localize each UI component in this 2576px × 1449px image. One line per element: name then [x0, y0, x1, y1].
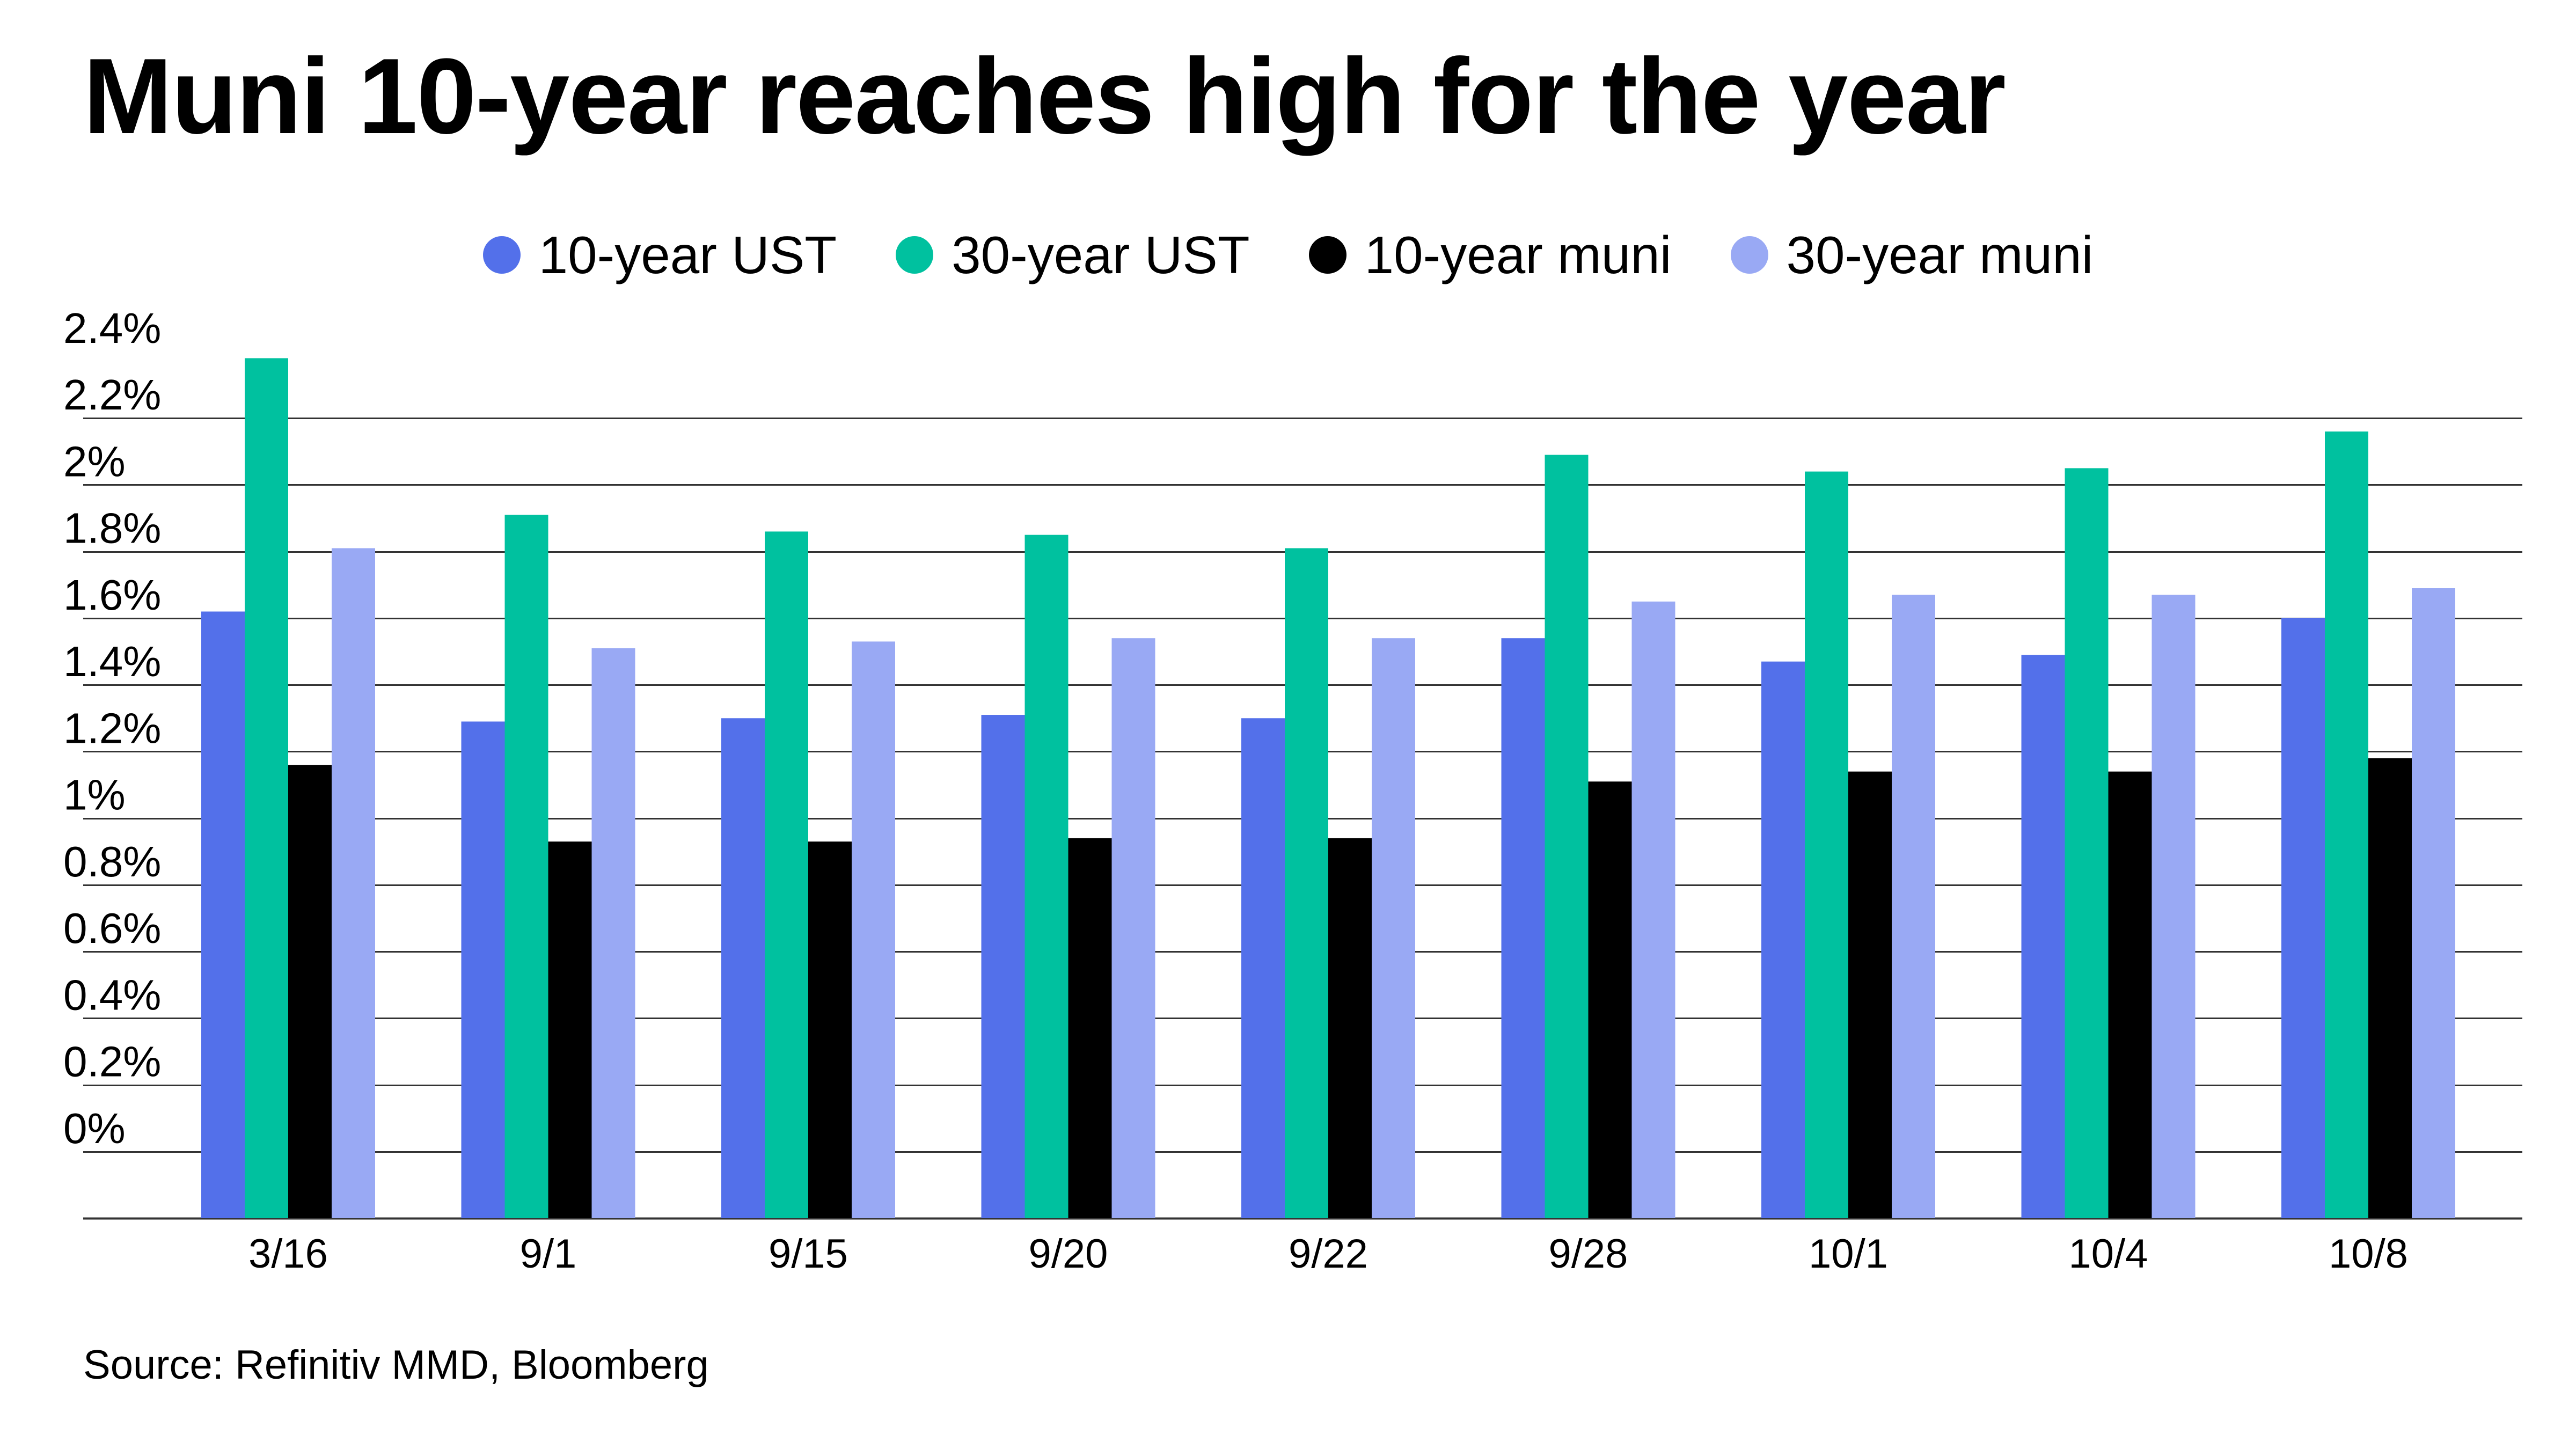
bar-10-year-ust-3-16 — [201, 611, 245, 1218]
x-tick-label: 9/20 — [1029, 1231, 1108, 1277]
bar-30-year-ust-9-15 — [765, 531, 808, 1218]
bar-30-year-muni-10-8 — [2412, 588, 2455, 1218]
chart-legend: 10-year UST 30-year UST 10-year muni 30-… — [0, 223, 2576, 287]
legend-swatch-10yr-ust — [482, 236, 521, 274]
bar-10-year-muni-9-15 — [808, 841, 852, 1218]
legend-swatch-30yr-ust — [896, 236, 934, 274]
legend-item-10yr-ust: 10-year UST — [482, 225, 837, 286]
y-tick-label: 0.8% — [63, 838, 161, 885]
y-tick-label: 1.2% — [63, 704, 161, 752]
x-tick-label: 9/22 — [1289, 1231, 1368, 1277]
x-tick-label: 10/8 — [2329, 1231, 2408, 1277]
bar-10-year-ust-9-22 — [1241, 718, 1285, 1218]
bar-10-year-muni-10-8 — [2368, 758, 2412, 1218]
y-tick-label: 1.4% — [63, 638, 161, 685]
bar-30-year-ust-9-1 — [504, 515, 548, 1218]
bar-10-year-ust-9-20 — [981, 715, 1025, 1218]
bar-10-year-ust-10-8 — [2281, 618, 2325, 1218]
bar-10-year-muni-9-28 — [1588, 781, 1632, 1218]
bar-30-year-muni-9-20 — [1111, 638, 1155, 1218]
y-tick-label: 1.8% — [63, 504, 161, 552]
bar-10-year-muni-9-22 — [1328, 838, 1372, 1218]
bar-10-year-ust-9-28 — [1501, 638, 1545, 1218]
chart-source-note: Source: Refinitiv MMD, Bloomberg — [83, 1342, 709, 1388]
bar-10-year-muni-9-1 — [548, 841, 592, 1218]
bar-10-year-ust-10-1 — [1761, 661, 1805, 1218]
legend-item-30yr-ust: 30-year UST — [896, 225, 1250, 286]
legend-label-10yr-ust: 10-year UST — [538, 225, 837, 284]
y-tick-label: 0.6% — [63, 904, 161, 952]
bar-30-year-ust-10-4 — [2065, 468, 2109, 1219]
legend-label-10yr-muni: 10-year muni — [1364, 225, 1672, 284]
bar-10-year-muni-10-1 — [1848, 771, 1892, 1218]
y-tick-label: 2.2% — [63, 371, 161, 419]
bar-10-year-muni-3-16 — [288, 765, 332, 1218]
legend-label-30yr-muni: 30-year muni — [1786, 225, 2094, 284]
bar-30-year-ust-10-8 — [2325, 431, 2368, 1218]
x-tick-label: 9/28 — [1549, 1231, 1628, 1277]
bar-30-year-muni-9-22 — [1372, 638, 1415, 1218]
bar-30-year-ust-9-22 — [1285, 548, 1328, 1219]
bar-30-year-ust-9-20 — [1024, 535, 1069, 1218]
legend-item-30yr-muni: 30-year muni — [1730, 225, 2094, 286]
bar-30-year-muni-10-1 — [1892, 595, 1935, 1218]
x-tick-label: 10/1 — [1809, 1231, 1888, 1277]
bar-30-year-muni-9-15 — [852, 641, 895, 1218]
y-tick-label: 1.6% — [63, 571, 161, 619]
bar-10-year-muni-9-20 — [1068, 838, 1112, 1218]
bar-10-year-muni-10-4 — [2108, 771, 2152, 1218]
legend-swatch-30yr-muni — [1730, 236, 1768, 274]
bar-30-year-ust-3-16 — [245, 358, 288, 1218]
y-tick-label: 0.4% — [63, 971, 161, 1019]
chart-title: Muni 10-year reaches high for the year — [83, 36, 2006, 156]
x-tick-label: 3/16 — [248, 1231, 328, 1277]
bar-30-year-muni-9-28 — [1631, 601, 1675, 1218]
x-tick-label: 9/1 — [520, 1231, 577, 1277]
y-tick-label: 0.2% — [63, 1038, 161, 1086]
x-tick-label: 9/15 — [769, 1231, 848, 1277]
bar-30-year-muni-10-4 — [2151, 595, 2196, 1218]
chart-bars — [201, 358, 2455, 1219]
y-axis-tick-labels: 0% 0.2% 0.4% 0.6% 0.8% 1% 1.2% 1.4% 1.6% 1.8% 2% 2.… — [63, 304, 161, 1152]
bar-10-year-ust-9-1 — [461, 721, 505, 1218]
legend-item-10yr-muni: 10-year muni — [1308, 225, 1672, 286]
legend-label-30yr-ust: 30-year UST — [952, 225, 1250, 284]
y-tick-label: 2.4% — [63, 304, 161, 352]
legend-swatch-10yr-muni — [1308, 236, 1346, 274]
y-tick-label: 0% — [63, 1104, 126, 1152]
bar-30-year-muni-3-16 — [332, 548, 375, 1219]
x-tick-label: 10/4 — [2069, 1231, 2148, 1277]
x-axis-tick-labels: 3/16 9/1 9/15 9/20 9/22 9/28 10/1 10/4 10/8 — [248, 1231, 2408, 1277]
y-tick-label: 1% — [63, 771, 126, 819]
bar-30-year-muni-9-1 — [591, 648, 635, 1218]
bar-10-year-ust-10-4 — [2021, 655, 2065, 1218]
bar-10-year-ust-9-15 — [721, 718, 765, 1218]
bar-30-year-ust-9-28 — [1545, 455, 1589, 1219]
y-tick-label: 2% — [63, 437, 126, 485]
bar-30-year-ust-10-1 — [1805, 471, 1848, 1218]
